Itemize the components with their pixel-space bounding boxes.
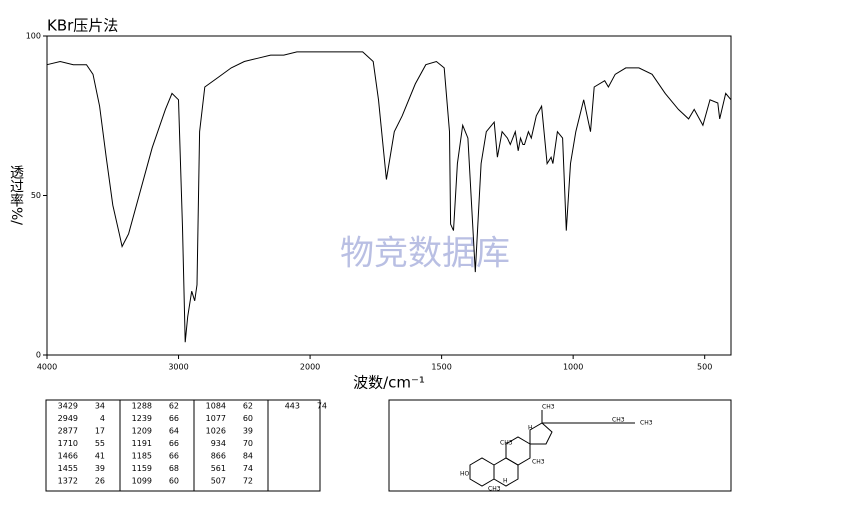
peak-transmittance: 66 xyxy=(169,439,179,448)
peak-transmittance: 66 xyxy=(169,452,179,461)
peak-wavenumber: 1239 xyxy=(132,414,152,423)
atom-label: HO xyxy=(460,471,470,478)
x-tick-label: 1000 xyxy=(563,363,583,372)
x-tick-label: 1500 xyxy=(431,363,451,372)
peak-wavenumber: 1191 xyxy=(132,439,152,448)
peak-table: 3429 34 2949 4 2877 17 1710 55 1466 41 1455 39 1372 2… xyxy=(58,400,327,491)
peak-transmittance: 62 xyxy=(243,402,253,411)
peak-transmittance: 74 xyxy=(317,402,327,411)
y-tick-label: 0 xyxy=(36,351,41,360)
peak-wavenumber: 1185 xyxy=(132,452,152,461)
x-tick-label: 500 xyxy=(697,363,712,372)
atom-label: H xyxy=(528,425,533,432)
peak-wavenumber: 507 xyxy=(211,477,226,486)
chart-title: KBr压片法 xyxy=(47,17,118,35)
peak-transmittance: 62 xyxy=(169,402,179,411)
x-axis-label: 波数/cm⁻¹ xyxy=(353,374,425,392)
peak-transmittance: 26 xyxy=(95,477,105,486)
peak-wavenumber: 1099 xyxy=(132,477,152,486)
peak-wavenumber: 1288 xyxy=(132,402,152,411)
peak-wavenumber: 1209 xyxy=(132,427,152,436)
spectrum-line xyxy=(46,51,732,343)
peak-transmittance: 74 xyxy=(243,464,253,473)
peak-transmittance: 68 xyxy=(169,464,179,473)
peak-transmittance: 64 xyxy=(169,427,179,436)
peak-table-frame xyxy=(45,399,321,492)
x-tick-label: 4000 xyxy=(37,363,57,372)
structure xyxy=(469,410,635,487)
structure-frame xyxy=(388,399,732,492)
y-tick-label: 100 xyxy=(26,32,41,41)
peak-wavenumber: 1372 xyxy=(58,477,78,486)
atom-label: CH3 xyxy=(500,440,513,447)
y-axis-label: 透过率%/ xyxy=(8,165,24,225)
peak-transmittance: 17 xyxy=(95,427,105,436)
peak-wavenumber: 2877 xyxy=(58,427,78,436)
atom-label: CH3 xyxy=(640,420,653,427)
peak-wavenumber: 1455 xyxy=(58,464,78,473)
atom-label: CH3 xyxy=(612,417,625,424)
atom-label: CH3 xyxy=(542,404,555,411)
peak-transmittance: 39 xyxy=(95,464,105,473)
structure-labels: CH3 CH3 CH3 CH3 CH3 CH3 HO H H xyxy=(460,404,653,493)
peak-wavenumber: 866 xyxy=(211,452,226,461)
peak-transmittance: 60 xyxy=(169,477,179,486)
peak-wavenumber: 1466 xyxy=(58,452,78,461)
peak-transmittance: 84 xyxy=(243,452,253,461)
peak-transmittance: 34 xyxy=(95,402,105,411)
peak-transmittance: 55 xyxy=(95,439,105,448)
peak-wavenumber: 1026 xyxy=(206,427,226,436)
peak-wavenumber: 2949 xyxy=(58,414,78,423)
peak-wavenumber: 443 xyxy=(285,402,300,411)
peak-transmittance: 72 xyxy=(243,477,253,486)
atom-label: H xyxy=(503,478,508,485)
peak-transmittance: 66 xyxy=(169,414,179,423)
x-tick-label: 3000 xyxy=(168,363,188,372)
atom-label: CH3 xyxy=(488,486,501,493)
y-tick-label: 50 xyxy=(31,191,41,200)
peak-transmittance: 39 xyxy=(243,427,253,436)
peak-transmittance: 41 xyxy=(95,452,105,461)
peak-wavenumber: 3429 xyxy=(58,402,78,411)
peak-wavenumber: 561 xyxy=(211,464,226,473)
peak-wavenumber: 1159 xyxy=(132,464,152,473)
peak-transmittance: 70 xyxy=(243,439,253,448)
watermark: 物竞数据库 xyxy=(340,234,510,274)
atom-label: CH3 xyxy=(532,459,545,466)
peak-wavenumber: 1084 xyxy=(206,402,226,411)
x-tick-label: 2000 xyxy=(300,363,320,372)
peak-wavenumber: 1077 xyxy=(206,414,226,423)
plot-frame xyxy=(46,35,732,356)
peak-transmittance: 4 xyxy=(100,414,105,423)
peak-wavenumber: 1710 xyxy=(58,439,78,448)
peak-transmittance: 60 xyxy=(243,414,253,423)
peak-wavenumber: 934 xyxy=(211,439,226,448)
